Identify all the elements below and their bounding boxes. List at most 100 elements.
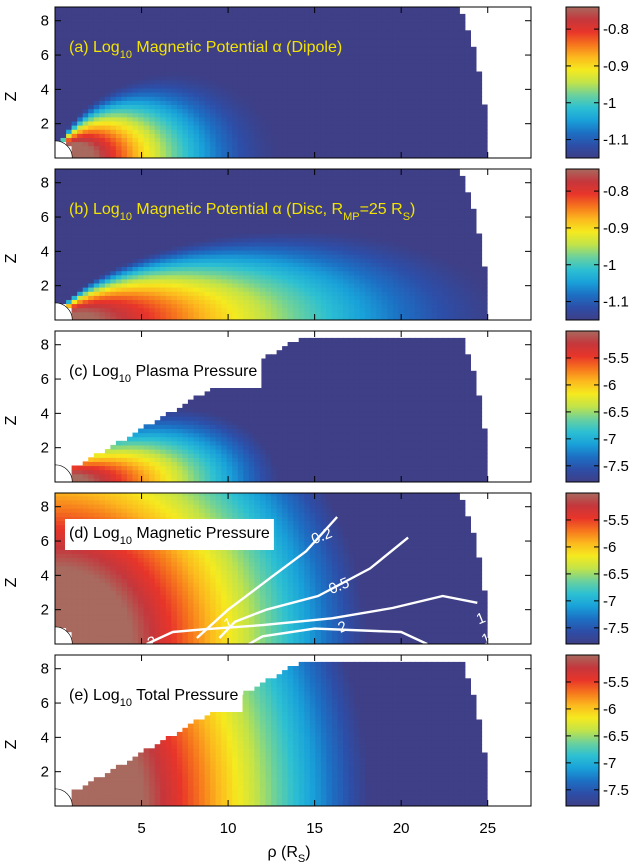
heatmap-cell [115,153,122,158]
heatmap-cell [104,125,111,130]
heatmap-cell [171,7,178,11]
heatmap-cell [309,26,316,31]
heatmap-cell [359,266,366,272]
heatmap-cell [392,153,399,158]
heatmap-cell [232,229,239,235]
heatmap-cell [398,137,405,143]
heatmap-cell [237,315,244,320]
heatmap-cell [398,63,405,68]
heatmap-cell [259,137,266,143]
heatmap-cell [265,133,272,138]
heatmap-cell [132,145,139,151]
heatmap-cell [143,258,150,263]
heatmap-cell [99,13,106,19]
heatmap-cell [265,241,272,247]
heatmap-cell [354,7,361,11]
heatmap-cell [337,120,344,126]
heatmap-cell [82,295,89,300]
heatmap-cell [210,266,217,272]
heatmap-cell [154,282,161,288]
heatmap-cell [182,75,189,81]
heatmap-cell [204,278,211,284]
heatmap-cell [326,241,333,247]
heatmap-cell [315,63,322,68]
heatmap-cell [232,120,239,126]
heatmap-cell [370,274,377,280]
heatmap-cell [298,266,305,272]
heatmap-cell [160,59,167,64]
heatmap-cell [210,196,217,202]
heatmap-cell [248,149,255,155]
heatmap-cell [221,55,228,60]
heatmap-cell [154,188,161,193]
heatmap-cell [348,22,355,27]
heatmap-cell [77,266,84,272]
heatmap-cell [237,270,244,276]
heatmap-cell [265,22,272,27]
heatmap-cell [337,237,344,243]
heatmap-cell [60,184,67,189]
heatmap-cell [193,229,200,235]
heatmap-cell [254,282,261,288]
heatmap-cell [331,233,338,239]
heatmap-cell [160,254,167,259]
heatmap-cell [171,184,178,189]
heatmap-cell [182,169,189,173]
heatmap-cell [315,217,322,222]
heatmap-cell [215,229,222,235]
heatmap-cell [138,204,145,210]
heatmap-cell [210,287,217,292]
heatmap-cell [337,225,344,230]
heatmap-cell [409,30,416,35]
heatmap-cell [160,229,167,235]
heatmap-cell [326,55,333,60]
heatmap-cell [282,200,289,206]
heatmap-cell [88,129,95,134]
heatmap-cell [259,96,266,101]
heatmap-cell [309,13,316,19]
heatmap-cell [171,22,178,27]
heatmap-cell [232,192,239,197]
heatmap-cell [121,241,128,247]
heatmap-cell [138,83,145,89]
heatmap-cell [442,13,449,19]
heatmap-cell [88,149,95,155]
heatmap-cell [99,229,106,235]
heatmap-cell [254,104,261,110]
heatmap-cell [265,92,272,97]
heatmap-cell [409,92,416,97]
heatmap-cell [331,42,338,48]
heatmap-cell [415,133,422,138]
heatmap-cell [276,171,283,177]
heatmap-cell [381,9,388,15]
heatmap-cell [193,26,200,31]
heatmap-cell [265,75,272,81]
heatmap-cell [77,120,84,126]
heatmap-cell [88,299,95,305]
heatmap-cell [104,141,111,147]
heatmap-cell [293,266,300,272]
heatmap-cell [320,295,327,300]
heatmap-cell [82,299,89,305]
heatmap-cell [66,237,73,243]
heatmap-cell [66,71,73,77]
heatmap-cell [121,184,128,189]
heatmap-cell [354,291,361,296]
heatmap-cell [276,180,283,185]
heatmap-cell [476,133,483,138]
heatmap-cell [154,221,161,226]
heatmap-cell [66,295,73,300]
heatmap-cell [187,254,194,259]
heatmap-cell [248,217,255,222]
heatmap-cell [82,13,89,19]
heatmap-cell [187,59,194,64]
heatmap-cell [115,129,122,134]
heatmap-cell [55,116,62,122]
heatmap-cell [426,18,433,23]
heatmap-cell [271,83,278,89]
heatmap-cell [204,104,211,110]
heatmap-cell [259,171,266,177]
heatmap-cell [110,9,117,15]
heatmap-cell [343,92,350,97]
heatmap-cell [348,184,355,189]
